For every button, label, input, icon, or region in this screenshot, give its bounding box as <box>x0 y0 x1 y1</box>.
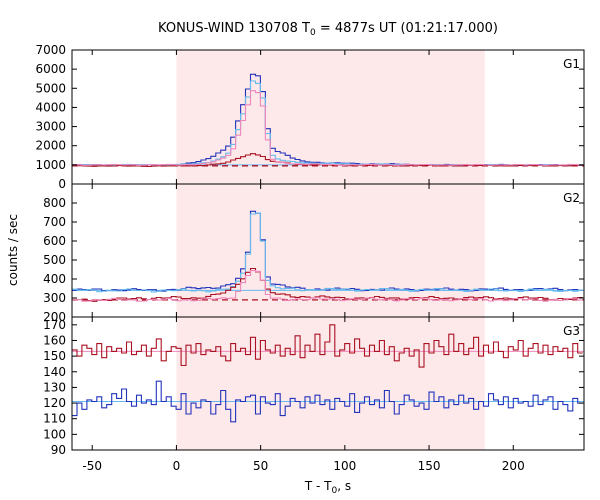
y-tick-label-G3-160: 160 <box>43 333 66 347</box>
series-light_blue-G2 <box>72 212 583 293</box>
y-tick-label-G1-6000: 6000 <box>35 62 66 76</box>
x-axis-label: T - T0, s <box>304 479 351 496</box>
y-tick-label-G3-130: 130 <box>43 380 66 394</box>
data-layer <box>72 73 584 423</box>
panel-label-G3: G3 <box>563 324 580 338</box>
y-tick-label-G3-150: 150 <box>43 349 66 363</box>
highlight-interval-G2 <box>176 184 485 317</box>
y-tick-label-G1-3000: 3000 <box>35 120 66 134</box>
y-axis-label: counts / sec <box>6 214 20 286</box>
panel-label-G2: G2 <box>563 191 580 205</box>
x-tick-label--50: -50 <box>82 459 102 473</box>
x-tick-label-0: 0 <box>173 459 181 473</box>
y-tick-label-G2-600: 600 <box>43 234 66 248</box>
y-tick-label-G2-800: 800 <box>43 196 66 210</box>
x-tick-label-100: 100 <box>333 459 356 473</box>
y-tick-label-G1-2000: 2000 <box>35 139 66 153</box>
y-tick-label-G3-100: 100 <box>43 427 66 441</box>
y-tick-label-G1-5000: 5000 <box>35 81 66 95</box>
y-tick-label-G2-500: 500 <box>43 253 66 267</box>
panel-label-G1: G1 <box>563 57 580 71</box>
highlight-layer <box>176 50 485 450</box>
y-tick-label-G2-200: 200 <box>43 310 66 324</box>
highlight-interval-G1 <box>176 50 485 184</box>
x-tick-label-200: 200 <box>502 459 525 473</box>
panel-frame-G3 <box>71 316 585 451</box>
y-tick-label-G3-140: 140 <box>43 365 66 379</box>
series-red-G2 <box>72 267 583 302</box>
y-tick-label-G1-0: 0 <box>58 177 66 191</box>
y-tick-label-G1-4000: 4000 <box>35 100 66 114</box>
frame-layer: 01000200030004000500060007000G1200300400… <box>35 43 585 473</box>
y-tick-label-G3-120: 120 <box>43 396 66 410</box>
y-tick-label-G2-400: 400 <box>43 272 66 286</box>
chart-title: KONUS-WIND 130708 T0 = 4877s UT (01:21:1… <box>158 21 498 38</box>
series-pink-G1 <box>72 90 583 166</box>
y-tick-label-G2-700: 700 <box>43 215 66 229</box>
highlight-interval-G3 <box>176 317 485 450</box>
series-blue-G3 <box>72 380 583 423</box>
y-tick-label-G1-7000: 7000 <box>35 43 66 57</box>
y-tick-label-G1-1000: 1000 <box>35 158 66 172</box>
series-red-G3 <box>72 324 583 368</box>
y-tick-label-G2-300: 300 <box>43 291 66 305</box>
y-tick-label-G3-110: 110 <box>43 412 66 426</box>
y-tick-label-G3-90: 90 <box>51 443 66 457</box>
x-tick-label-150: 150 <box>418 459 441 473</box>
x-tick-label-50: 50 <box>253 459 268 473</box>
series-pink-G2 <box>72 270 583 302</box>
y-tick-label-G3-170: 170 <box>43 318 66 332</box>
